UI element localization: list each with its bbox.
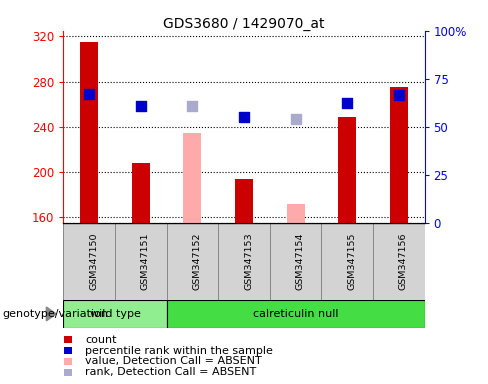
Text: calreticulin null: calreticulin null (253, 309, 338, 319)
Bar (286, 204, 305, 223)
Bar (63, 223, 115, 300)
Text: rank, Detection Call = ABSENT: rank, Detection Call = ABSENT (85, 367, 257, 377)
Text: genotype/variation: genotype/variation (2, 309, 108, 319)
Text: value, Detection Call = ABSENT: value, Detection Call = ABSENT (85, 356, 262, 366)
Bar (115, 223, 166, 300)
Point (240, 114, 248, 120)
Bar (166, 300, 425, 328)
Polygon shape (46, 307, 56, 321)
Point (292, 116, 300, 122)
Bar (338, 117, 356, 223)
Point (395, 92, 403, 98)
Bar (322, 223, 373, 300)
Point (137, 103, 145, 109)
Bar (235, 179, 253, 223)
Bar (132, 163, 150, 223)
Point (188, 103, 196, 109)
Text: GDS3680 / 1429070_at: GDS3680 / 1429070_at (163, 17, 325, 31)
Bar (218, 223, 270, 300)
Text: GSM347151: GSM347151 (141, 232, 150, 290)
Point (343, 100, 351, 106)
Text: GSM347150: GSM347150 (89, 232, 98, 290)
Bar (390, 87, 408, 223)
Point (85, 91, 93, 97)
Text: GSM347154: GSM347154 (296, 232, 305, 290)
Bar (270, 223, 322, 300)
Bar (183, 134, 202, 223)
Bar (373, 223, 425, 300)
Text: GSM347152: GSM347152 (192, 232, 202, 290)
Text: count: count (85, 335, 117, 345)
Text: GSM347156: GSM347156 (399, 232, 408, 290)
Text: wild type: wild type (90, 309, 141, 319)
Bar (80, 42, 98, 223)
Text: GSM347153: GSM347153 (244, 232, 253, 290)
Bar (166, 223, 218, 300)
Bar (63, 300, 166, 328)
Text: percentile rank within the sample: percentile rank within the sample (85, 346, 273, 356)
Text: GSM347155: GSM347155 (347, 232, 356, 290)
